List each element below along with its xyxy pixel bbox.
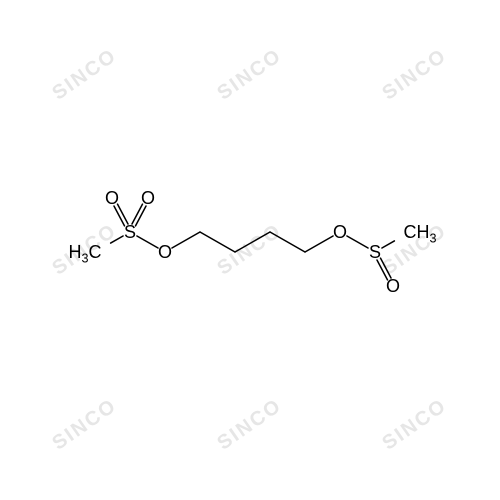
atom-label-S2: S: [369, 243, 381, 261]
diagram-canvas: SINCOSINCOSINCOSINCOSINCOSINCOSINCOSINCO…: [0, 0, 500, 500]
atom-label-O3: O: [333, 223, 347, 241]
atom-label-S1: S: [124, 223, 136, 241]
atom-label-C1: H3C: [68, 243, 101, 261]
atom-label-C6: CH3: [403, 223, 436, 241]
atom-label-O1b: O: [141, 189, 155, 207]
atom-label-O2: O: [158, 243, 172, 261]
atom-label-O4: O: [386, 277, 400, 295]
atom-label-O1a: O: [105, 189, 119, 207]
